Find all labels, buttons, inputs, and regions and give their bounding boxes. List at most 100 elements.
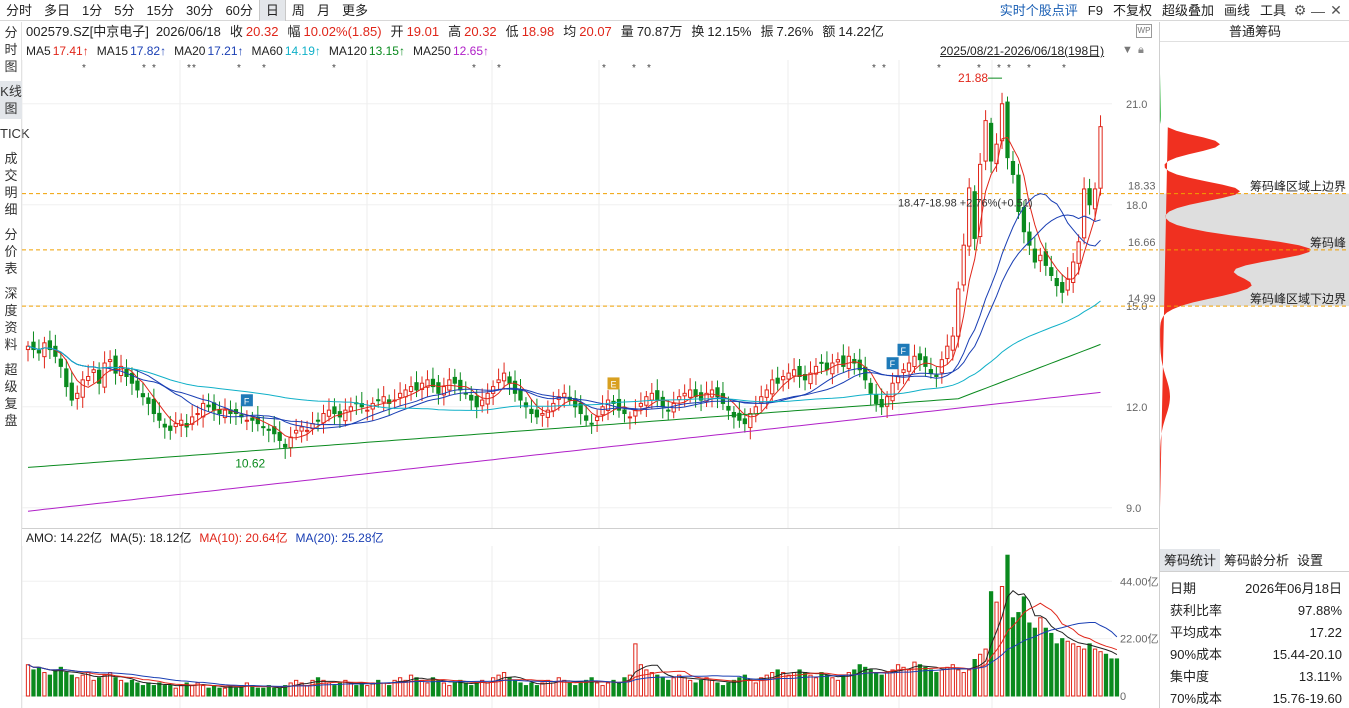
amount-bar bbox=[961, 672, 966, 697]
amount-bar bbox=[912, 661, 917, 697]
amount-bar bbox=[376, 679, 381, 697]
candle-body bbox=[113, 355, 118, 374]
candle-body bbox=[387, 399, 392, 404]
candle-body bbox=[496, 379, 501, 384]
left-nav-item[interactable]: 深度资料 bbox=[4, 286, 18, 352]
amount-bar bbox=[939, 669, 944, 697]
candle-body bbox=[1060, 282, 1065, 293]
period-tab[interactable]: 30分 bbox=[185, 3, 214, 18]
amount-bar bbox=[534, 685, 540, 697]
candle-body bbox=[452, 376, 457, 384]
toolbar-button[interactable]: 不复权 bbox=[1112, 3, 1152, 18]
amo-legend: AMO: 14.22亿 MA(5): 18.12亿 MA(10): 20.64亿… bbox=[26, 530, 392, 546]
candle-body bbox=[950, 335, 955, 351]
left-nav-item[interactable]: K线图 bbox=[0, 81, 22, 119]
star-marker: * bbox=[997, 63, 1001, 74]
star-marker: * bbox=[1062, 63, 1066, 74]
candle-body bbox=[315, 419, 321, 422]
period-tab[interactable]: 多日 bbox=[44, 3, 71, 18]
candle-body bbox=[1032, 248, 1037, 263]
date-range-label[interactable]: 2025/08/21-2026/06/18(198日) bbox=[940, 44, 1105, 58]
left-nav-item[interactable]: 分价表 bbox=[4, 227, 18, 276]
toolbar-button[interactable]: 画线 bbox=[1223, 3, 1250, 18]
amount-bar bbox=[857, 664, 862, 697]
amount-bar bbox=[31, 669, 36, 697]
candle-body bbox=[906, 362, 912, 372]
avg-value: 20.07 bbox=[579, 24, 612, 39]
amount-bar bbox=[190, 685, 195, 697]
candle-body bbox=[430, 378, 436, 388]
period-tab[interactable]: 更多 bbox=[341, 3, 368, 18]
amount-bar bbox=[748, 679, 753, 697]
candle-body bbox=[698, 392, 704, 401]
amount-bar bbox=[1049, 632, 1054, 697]
period-tab[interactable]: 5分 bbox=[114, 3, 135, 18]
close-icon[interactable]: ✕ bbox=[1330, 2, 1342, 18]
period-tab[interactable]: 月 bbox=[316, 3, 330, 18]
amount-chart[interactable]: 44.00亿 22.00亿 0 bbox=[22, 546, 1158, 708]
candle-body bbox=[1005, 101, 1010, 159]
ma-value: 17.21↑ bbox=[207, 44, 244, 58]
amount-bar bbox=[419, 679, 425, 697]
amount-bar bbox=[233, 687, 239, 697]
left-nav-item[interactable]: 超级复盘 bbox=[4, 362, 18, 428]
amount-bar bbox=[173, 687, 178, 697]
left-nav-item[interactable]: 成交明细 bbox=[4, 151, 18, 217]
star-marker: * bbox=[1027, 63, 1031, 74]
amount-ma-line bbox=[27, 622, 1118, 687]
price-tick-label: 15.0 bbox=[1126, 301, 1147, 313]
gear-icon[interactable]: ⚙ bbox=[1293, 2, 1307, 18]
amount-bar bbox=[1076, 645, 1081, 697]
amount-bar bbox=[928, 669, 934, 697]
candle-body bbox=[441, 386, 447, 396]
amount-bar bbox=[786, 674, 791, 697]
period-tab[interactable]: 1分 bbox=[82, 3, 103, 18]
range-dropdown-icon[interactable]: ▼ bbox=[1122, 44, 1133, 56]
minimize-icon[interactable]: — bbox=[1311, 2, 1325, 19]
candle-body bbox=[283, 443, 288, 448]
period-tab[interactable]: 分时 bbox=[6, 3, 33, 18]
stat-row: 集中度 13.11% bbox=[1160, 666, 1349, 688]
stock-code: 002579.SZ[中京电子] bbox=[26, 24, 149, 39]
period-tab[interactable]: 周 bbox=[291, 3, 305, 18]
amount-bar bbox=[250, 685, 255, 697]
chip-tab[interactable]: 设置 bbox=[1297, 553, 1324, 568]
candle-body bbox=[682, 392, 687, 397]
chip-tabs: 筹码统计 筹码龄分析 设置 bbox=[1160, 549, 1349, 572]
price-tick-label: 12.0 bbox=[1126, 402, 1147, 414]
stat-value: 97.88% bbox=[1297, 603, 1342, 618]
lock-icon[interactable]: 🔒︎ bbox=[1138, 44, 1144, 56]
period-tab[interactable]: 日 bbox=[258, 0, 286, 21]
ma-line bbox=[27, 391, 1101, 512]
amount-bar bbox=[605, 682, 611, 697]
amount-bar bbox=[633, 643, 638, 697]
amount-bar bbox=[430, 677, 436, 697]
candle-body bbox=[693, 389, 698, 398]
amount-bar bbox=[80, 674, 85, 697]
amount-bar bbox=[496, 674, 501, 697]
candle-body bbox=[868, 382, 873, 394]
toolbar-button[interactable]: 实时个股点评 bbox=[999, 3, 1078, 18]
star-marker: * bbox=[647, 63, 651, 74]
wp-icon[interactable]: WP bbox=[1136, 24, 1152, 38]
ma-value: 12.65↑ bbox=[452, 44, 490, 58]
amount-bar bbox=[677, 674, 682, 697]
left-nav-item[interactable]: TICK bbox=[0, 126, 30, 141]
chip-tab[interactable]: 筹码统计 bbox=[1160, 549, 1221, 571]
toolbar-button[interactable]: F9 bbox=[1087, 3, 1103, 18]
period-tab[interactable]: 15分 bbox=[146, 3, 174, 18]
candle-body bbox=[250, 417, 255, 421]
toolbar-button[interactable]: 工具 bbox=[1259, 3, 1286, 18]
candle-body bbox=[146, 397, 151, 404]
toolbar-button[interactable]: 超级叠加 bbox=[1161, 3, 1214, 18]
candle-body bbox=[819, 361, 824, 364]
left-nav-item[interactable]: 分时图 bbox=[4, 25, 18, 74]
amount-bar bbox=[934, 672, 939, 697]
chip-tab[interactable]: 筹码龄分析 bbox=[1224, 553, 1290, 568]
amount-bar bbox=[1114, 658, 1120, 697]
star-marker: * bbox=[882, 63, 886, 74]
period-tab[interactable]: 60分 bbox=[225, 3, 253, 18]
candle-body bbox=[299, 426, 304, 432]
amount-bar bbox=[731, 679, 737, 697]
